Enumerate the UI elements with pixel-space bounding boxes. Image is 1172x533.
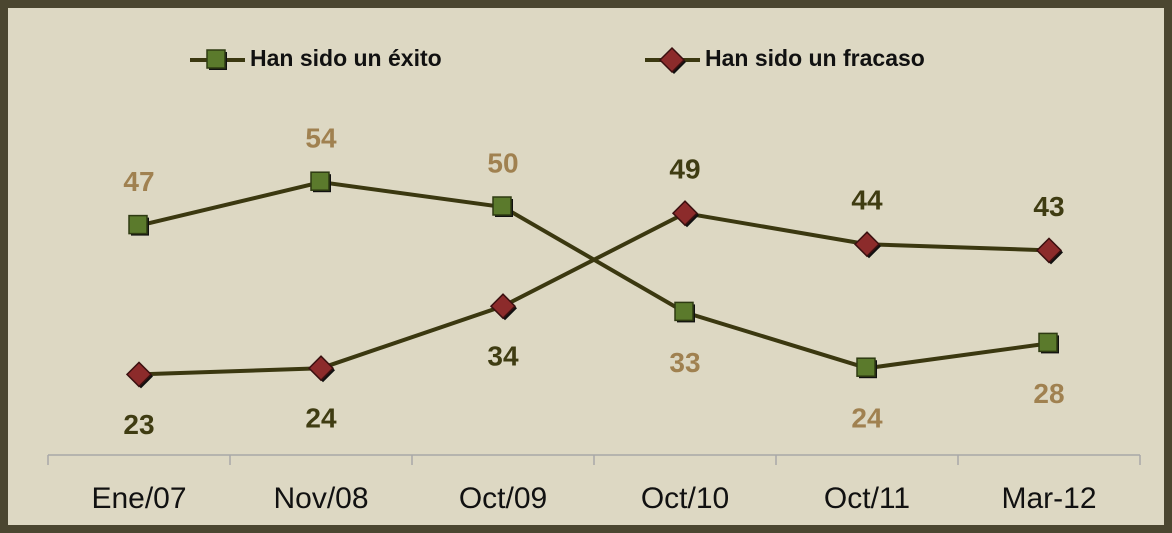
data-label: 54: [305, 123, 337, 154]
x-tick-label: Nov/08: [273, 482, 368, 515]
marker: [674, 301, 694, 322]
marker: [856, 357, 876, 377]
x-tick-label: Oct/09: [459, 482, 547, 515]
x-tick-label: Ene/07: [91, 482, 186, 515]
marker: [125, 361, 153, 388]
data-label: 50: [487, 147, 518, 178]
data-label: 24: [851, 403, 883, 434]
data-label: 43: [1033, 191, 1064, 222]
data-label: 24: [305, 403, 337, 434]
marker: [489, 293, 517, 320]
x-tick-label: Oct/10: [641, 482, 729, 515]
marker: [206, 49, 226, 69]
marker: [128, 214, 148, 235]
data-label: 28: [1033, 378, 1064, 409]
series-line: [138, 211, 1050, 377]
data-label: 34: [487, 341, 519, 372]
marker: [1038, 332, 1058, 353]
x-tick-label: Mar-12: [1001, 482, 1096, 515]
x-tick-label: Oct/11: [824, 482, 910, 515]
marker: [1035, 237, 1063, 264]
legend-label: Han sido un éxito: [250, 45, 442, 71]
data-label: 47: [123, 166, 154, 197]
data-label: 49: [669, 154, 700, 185]
legend-label: Han sido un fracaso: [705, 45, 925, 71]
data-label: 23: [123, 409, 154, 440]
data-label: 44: [851, 185, 883, 216]
marker: [492, 196, 512, 216]
marker: [658, 46, 686, 74]
marker: [310, 171, 330, 191]
data-label: 33: [669, 347, 700, 378]
marker: [671, 200, 699, 227]
marker: [853, 231, 881, 258]
marker: [307, 355, 335, 382]
